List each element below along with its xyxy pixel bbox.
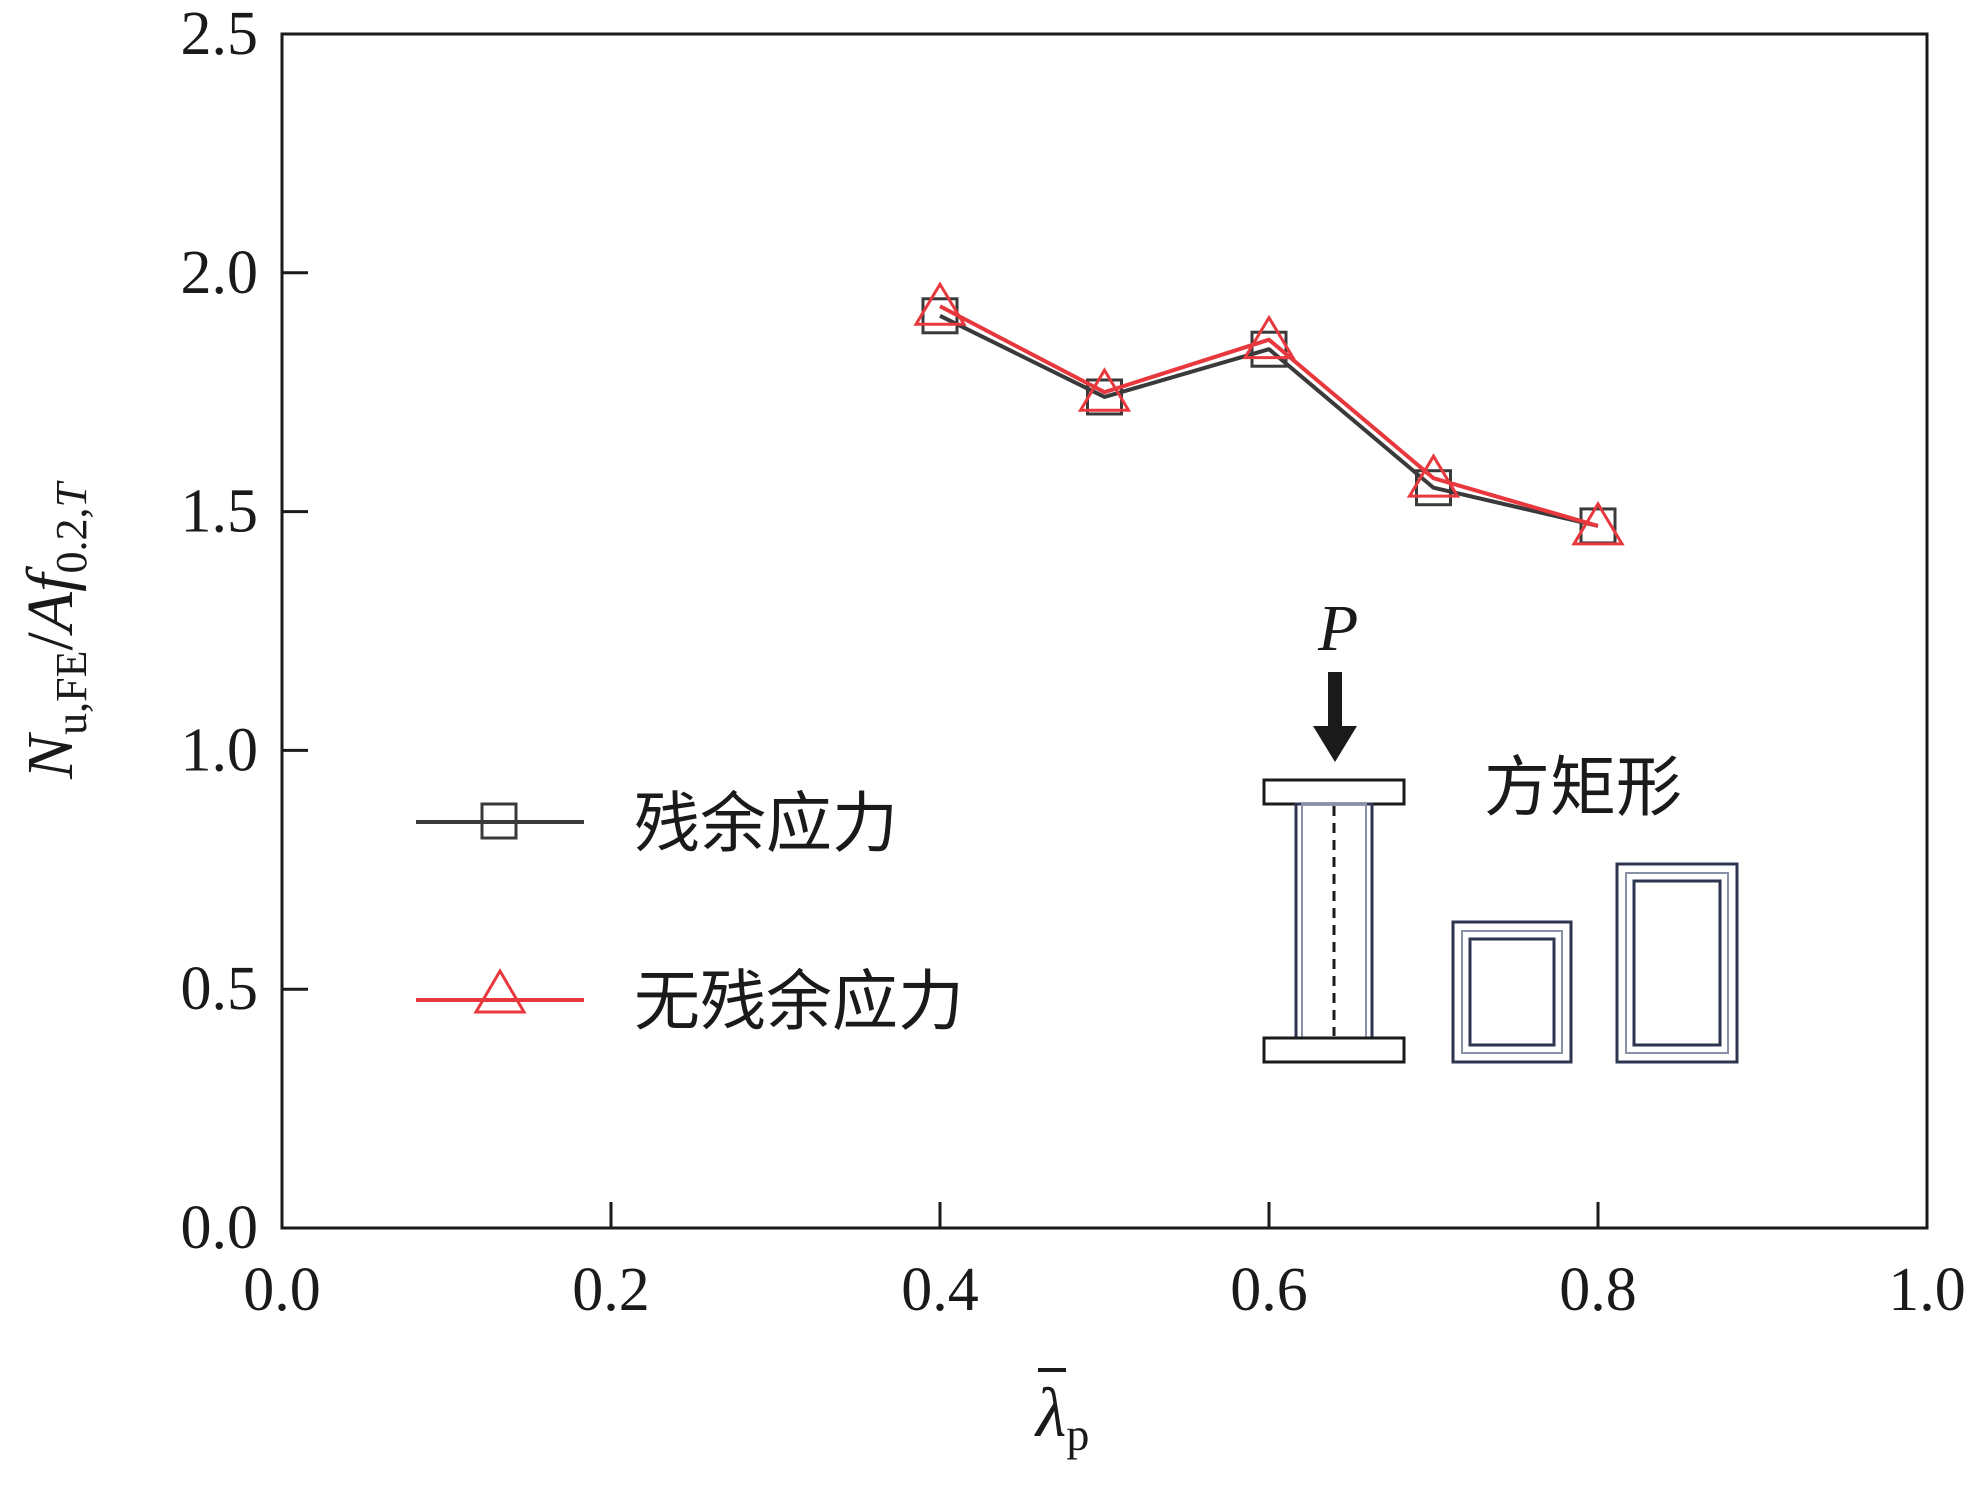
x-tick-label: 0.0 <box>243 1256 321 1324</box>
series-layer <box>913 281 1625 546</box>
x-tick-label: 0.6 <box>1230 1256 1308 1324</box>
square-section-icon <box>1451 920 1573 1064</box>
x-tick-label: 0.8 <box>1559 1256 1637 1324</box>
y-tick-label: 1.5 <box>181 478 259 546</box>
y-tick-label: 2.0 <box>181 239 259 307</box>
y-tick-label: 0.0 <box>181 1194 259 1262</box>
load-arrow-icon <box>1313 672 1357 762</box>
x-tick-label: 1.0 <box>1888 1256 1966 1324</box>
x-axis-title-main: λ <box>1034 1375 1066 1452</box>
column-specimen <box>1262 778 1406 1064</box>
section-label: 方矩形 <box>1484 749 1682 826</box>
x-axis-title: λp <box>1034 1368 1089 1460</box>
rectangular-section-icon <box>1615 862 1739 1064</box>
y-tick-label: 2.5 <box>181 0 259 68</box>
data-point-triangle <box>1406 453 1461 498</box>
series-line-0 <box>939 313 1599 528</box>
plot-frame <box>280 32 1929 1230</box>
data-point-triangle <box>913 281 967 326</box>
data-point-triangle <box>1242 314 1296 360</box>
y-axis: 0.0 0.5 1.0 1.5 2.0 2.5 <box>181 0 308 1262</box>
x-axis: 0.0 0.2 0.4 0.6 0.8 1.0 <box>243 1202 1966 1324</box>
load-label: P <box>1317 592 1358 665</box>
legend-triangle-marker <box>473 968 527 1014</box>
y-tick-label: 1.0 <box>181 716 259 784</box>
data-point-square <box>1250 330 1288 368</box>
series-line-1 <box>939 304 1599 528</box>
data-point-triangle <box>1571 501 1625 546</box>
legend-label-no-residual: 无残余应力 <box>634 963 964 1040</box>
x-axis-title-sub: p <box>1066 1409 1089 1460</box>
legend-item-no-residual: 无残余应力 <box>416 963 964 1040</box>
x-tick-label: 0.2 <box>572 1256 650 1324</box>
legend-label-residual: 残余应力 <box>634 785 898 862</box>
svg-text:λp: λp <box>1034 1375 1089 1460</box>
data-point-triangle <box>1077 367 1132 412</box>
legend-item-residual: 残余应力 <box>416 785 898 862</box>
data-point-square <box>1415 469 1452 507</box>
y-axis-title: Nu,FE/Af0.2,T <box>14 480 96 780</box>
inset-diagram: P 方矩形 <box>1262 592 1739 1064</box>
x-tick-label: 0.4 <box>901 1256 979 1324</box>
y-tick-label: 0.5 <box>181 955 259 1023</box>
legend-square-marker <box>480 802 518 840</box>
legend: 残余应力 无残余应力 <box>416 785 964 1040</box>
